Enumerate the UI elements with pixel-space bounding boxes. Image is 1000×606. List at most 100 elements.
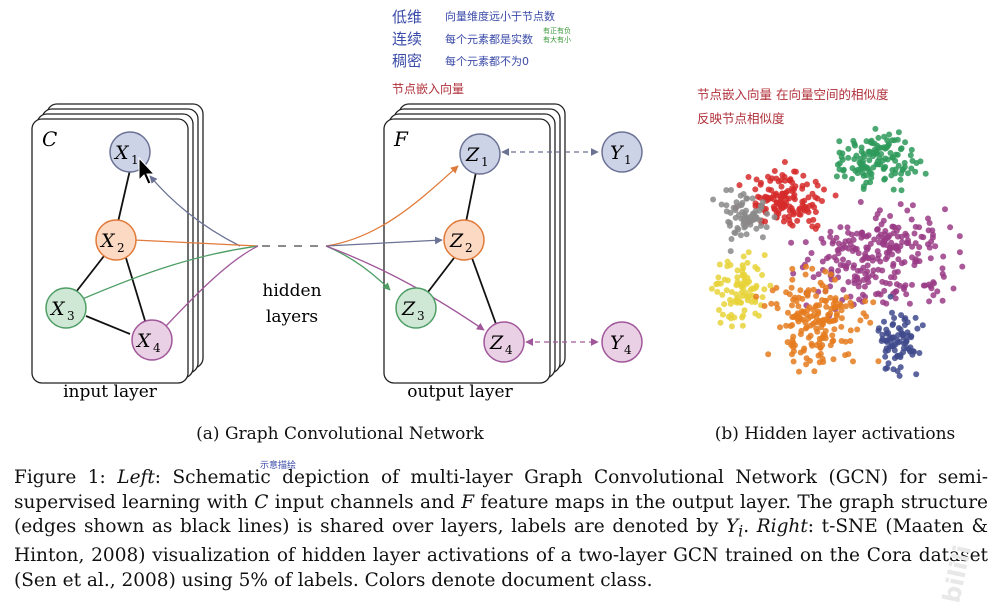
tsne-point [739, 268, 746, 274]
tsne-point [752, 310, 759, 317]
tsne-point [789, 265, 796, 272]
tsne-point [906, 300, 913, 307]
tsne-point [831, 326, 838, 333]
tsne-point [912, 240, 919, 247]
tsne-point [865, 232, 872, 239]
tsne-point [719, 291, 726, 298]
tsne-point [934, 288, 941, 295]
tsne-point [752, 200, 759, 207]
tsne-point [947, 224, 954, 231]
tsne-point [898, 170, 905, 177]
tsne-point [736, 211, 742, 218]
tsne-point [840, 166, 847, 173]
tsne-point [797, 211, 804, 218]
tsne-point [877, 144, 884, 151]
tsne-point [838, 338, 845, 344]
tsne-point [741, 218, 747, 225]
tsne-point [744, 259, 751, 266]
tsne-point [805, 194, 812, 201]
tsne-point [901, 259, 908, 266]
arrow-to-z2 [325, 236, 443, 247]
tsne-point [875, 134, 882, 141]
tsne-point [801, 197, 808, 204]
tsne-point [789, 351, 795, 358]
tsne-point [928, 238, 935, 245]
arrow-to-z4 [325, 245, 485, 331]
node-x2: X 2 [95, 219, 137, 261]
arrow-x3-to-hidden [79, 245, 259, 301]
tsne-point [907, 152, 914, 159]
tsne-point [803, 263, 809, 270]
tsne-point [727, 248, 734, 255]
tsne-point [777, 324, 783, 331]
tsne-point [866, 157, 873, 164]
tsne-point [875, 233, 882, 240]
tsne-point [797, 287, 804, 294]
tsne-point [739, 322, 746, 329]
tsne-point [739, 272, 746, 279]
tsne-point [862, 298, 869, 305]
tsne-point [885, 141, 892, 148]
tsne-point [829, 318, 836, 324]
output-layer-label: output layer [407, 382, 513, 402]
tsne-point [710, 196, 717, 203]
tsne-point [913, 371, 920, 378]
annotation-row1-desc: 向量维度远小于节点数 [445, 10, 555, 23]
tsne-point [916, 224, 923, 231]
tsne-point [761, 303, 768, 309]
tsne-point [753, 225, 760, 232]
tsne-point [723, 187, 730, 194]
node-y1-sub: 1 [624, 153, 632, 167]
tsne-point [803, 324, 810, 331]
tsne-point [891, 269, 898, 276]
tsne-point [833, 310, 840, 317]
node-y1: Y 1 [601, 131, 643, 173]
tsne-point [767, 282, 774, 289]
tsne-point [810, 286, 817, 293]
tsne-point [790, 270, 797, 277]
tsne-point [890, 263, 897, 269]
tsne-point [836, 149, 843, 156]
tsne-point [789, 314, 796, 320]
tsne-point [794, 310, 801, 317]
tsne-point [854, 274, 861, 281]
tsne-point [875, 290, 882, 297]
node-z3-sub: 3 [417, 309, 425, 323]
node-z1-sub: 1 [481, 155, 489, 169]
tsne-point [940, 253, 947, 260]
tsne-point [819, 258, 826, 265]
tsne-point [898, 187, 905, 194]
tsne-point [802, 319, 809, 326]
node-z1: Z 1 [459, 133, 501, 175]
tsne-point [886, 343, 893, 350]
tsne-point [868, 174, 875, 181]
node-x4-sub: 4 [153, 341, 161, 355]
tsne-point [794, 217, 801, 224]
tsne-point [862, 293, 869, 300]
tsne-point [870, 164, 877, 171]
tsne-point [904, 207, 911, 214]
tsne-point [922, 170, 929, 177]
tsne-point [771, 168, 778, 174]
tsne-point [713, 281, 720, 288]
tsne-point [879, 331, 886, 338]
tsne-point [803, 361, 810, 368]
tsne-point [890, 321, 897, 327]
tsne-point [854, 267, 861, 274]
tsne-point [765, 186, 772, 193]
tsne-point [887, 293, 894, 300]
tsne-point [819, 198, 825, 204]
node-x1-sub: 1 [131, 153, 139, 167]
tsne-point [925, 215, 931, 222]
tsne-point [781, 214, 788, 221]
tsne-point [742, 223, 749, 230]
tsne-point [735, 295, 742, 301]
annotation-row3-desc: 每个元素都不为0 [445, 55, 529, 68]
tsne-point [847, 327, 854, 334]
tsne-point [894, 352, 901, 359]
tsne-point [927, 255, 934, 262]
tsne-point [800, 172, 807, 179]
figure-caption: Figure 1: Left: Schematic depiction of m… [14, 466, 988, 593]
tsne-point [708, 285, 715, 292]
arrow-to-z1 [325, 165, 459, 247]
